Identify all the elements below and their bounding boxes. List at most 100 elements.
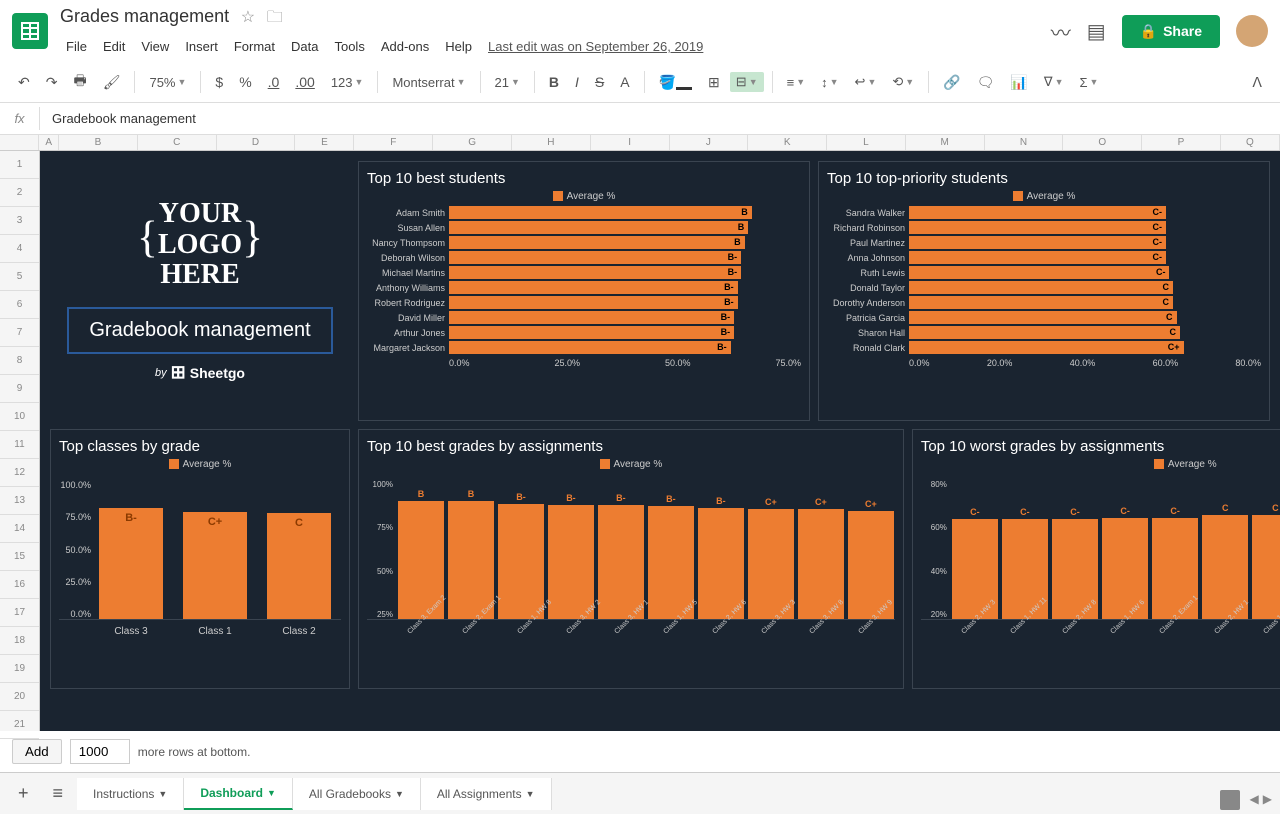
row-header[interactable]: 21 xyxy=(0,711,39,739)
col-H[interactable]: H xyxy=(512,135,591,150)
col-M[interactable]: M xyxy=(906,135,985,150)
row-header[interactable]: 1 xyxy=(0,151,39,179)
comments-icon[interactable]: ▤ xyxy=(1087,19,1106,44)
doc-title[interactable]: Grades management xyxy=(60,6,229,27)
scroll-arrows[interactable]: ◀▶ xyxy=(1250,792,1272,806)
h-align-dropdown[interactable]: ≡▼ xyxy=(781,73,812,92)
col-A[interactable]: A xyxy=(39,135,59,150)
row-header[interactable]: 4 xyxy=(0,235,39,263)
folder-icon[interactable]: 🗀 xyxy=(267,9,283,26)
col-N[interactable]: N xyxy=(985,135,1064,150)
dec-increase-btn[interactable]: .00 xyxy=(289,70,320,94)
row-header[interactable]: 20 xyxy=(0,683,39,711)
col-D[interactable]: D xyxy=(217,135,296,150)
app-header: Grades management ☆ 🗀 File Edit View Ins… xyxy=(0,0,1280,62)
collapse-toolbar-icon[interactable]: ᐱ xyxy=(1246,70,1268,95)
menu-insert[interactable]: Insert xyxy=(179,37,224,56)
sheets-logo-icon[interactable] xyxy=(12,13,48,49)
strikethrough-icon[interactable]: S xyxy=(589,70,610,94)
col-C[interactable]: C xyxy=(138,135,217,150)
font-dropdown[interactable]: Montserrat▼ xyxy=(386,73,471,92)
link-icon[interactable]: 🔗 xyxy=(937,70,966,95)
more-rows-label: more rows at bottom. xyxy=(138,745,251,759)
fill-color-icon[interactable]: 🪣 xyxy=(653,70,698,95)
menu-edit[interactable]: Edit xyxy=(97,37,131,56)
activity-icon[interactable]: 〰 xyxy=(1051,17,1071,46)
share-button[interactable]: 🔒Share xyxy=(1122,15,1220,48)
col-L[interactable]: L xyxy=(827,135,906,150)
row-header[interactable]: 10 xyxy=(0,403,39,431)
col-E[interactable]: E xyxy=(295,135,354,150)
row-header[interactable]: 6 xyxy=(0,291,39,319)
borders-icon[interactable]: ⊞ xyxy=(702,70,726,95)
currency-btn[interactable]: $ xyxy=(209,70,229,94)
row-header[interactable]: 18 xyxy=(0,627,39,655)
sheet-tab[interactable]: All Gradebooks▼ xyxy=(293,778,421,810)
last-edit-link[interactable]: Last edit was on September 26, 2019 xyxy=(482,37,709,56)
all-sheets-icon[interactable]: ≡ xyxy=(43,777,74,810)
col-K[interactable]: K xyxy=(748,135,827,150)
merge-cells-dropdown[interactable]: ⊟▼ xyxy=(730,72,764,92)
row-header[interactable]: 12 xyxy=(0,459,39,487)
row-header[interactable]: 5 xyxy=(0,263,39,291)
undo-icon[interactable]: ↶ xyxy=(12,70,36,95)
percent-btn[interactable]: % xyxy=(233,70,257,94)
add-sheet-icon[interactable]: + xyxy=(8,777,39,810)
col-F[interactable]: F xyxy=(354,135,433,150)
col-O[interactable]: O xyxy=(1063,135,1142,150)
row-header[interactable]: 15 xyxy=(0,543,39,571)
menu-data[interactable]: Data xyxy=(285,37,324,56)
text-color-icon[interactable]: A xyxy=(614,70,635,94)
row-header[interactable]: 7 xyxy=(0,319,39,347)
bold-icon[interactable]: B xyxy=(543,70,565,94)
num-format-dropdown[interactable]: 123▼ xyxy=(325,73,370,92)
row-header[interactable]: 11 xyxy=(0,431,39,459)
redo-icon[interactable]: ↷ xyxy=(40,70,64,95)
col-P[interactable]: P xyxy=(1142,135,1221,150)
menu-addons[interactable]: Add-ons xyxy=(375,37,435,56)
star-icon[interactable]: ☆ xyxy=(241,9,255,26)
row-header[interactable]: 3 xyxy=(0,207,39,235)
menu-file[interactable]: File xyxy=(60,37,93,56)
sheet-tab[interactable]: Instructions▼ xyxy=(77,778,184,810)
explore-icon[interactable] xyxy=(1220,790,1240,810)
user-avatar[interactable] xyxy=(1236,15,1268,47)
font-size-dropdown[interactable]: 21▼ xyxy=(489,73,526,92)
menu-format[interactable]: Format xyxy=(228,37,281,56)
rotate-dropdown[interactable]: ⟲▼ xyxy=(886,72,920,92)
dashboard-title[interactable]: Gradebook management xyxy=(67,307,332,354)
wrap-dropdown[interactable]: ↩▼ xyxy=(849,72,883,92)
row-header[interactable]: 14 xyxy=(0,515,39,543)
menu-tools[interactable]: Tools xyxy=(328,37,370,56)
sheet-tab[interactable]: Dashboard▼ xyxy=(184,778,293,810)
functions-dropdown[interactable]: Σ▼ xyxy=(1073,73,1104,92)
row-header[interactable]: 17 xyxy=(0,599,39,627)
v-align-dropdown[interactable]: ↕▼ xyxy=(815,73,844,92)
add-rows-input[interactable] xyxy=(70,739,130,764)
add-rows-button[interactable]: Add xyxy=(12,739,62,764)
menu-view[interactable]: View xyxy=(135,37,175,56)
sheet-tab[interactable]: All Assignments▼ xyxy=(421,778,552,810)
row-header[interactable]: 13 xyxy=(0,487,39,515)
comment-icon[interactable]: 🗨 xyxy=(971,70,1001,95)
lock-icon: 🔒 xyxy=(1140,23,1157,40)
zoom-dropdown[interactable]: 75%▼ xyxy=(143,73,192,92)
col-G[interactable]: G xyxy=(433,135,512,150)
row-header[interactable]: 9 xyxy=(0,375,39,403)
col-Q[interactable]: Q xyxy=(1221,135,1280,150)
formula-content[interactable]: Gradebook management xyxy=(40,107,208,130)
col-J[interactable]: J xyxy=(670,135,749,150)
chart-icon[interactable]: 📊 xyxy=(1004,70,1033,95)
row-header[interactable]: 8 xyxy=(0,347,39,375)
col-B[interactable]: B xyxy=(59,135,138,150)
italic-icon[interactable]: I xyxy=(569,70,585,94)
row-header[interactable]: 19 xyxy=(0,655,39,683)
paint-format-icon[interactable]: 🖌 xyxy=(97,70,127,95)
row-header[interactable]: 16 xyxy=(0,571,39,599)
filter-dropdown[interactable]: ∇▼ xyxy=(1038,72,1070,92)
row-header[interactable]: 2 xyxy=(0,179,39,207)
menu-help[interactable]: Help xyxy=(439,37,478,56)
dec-decrease-btn[interactable]: .0 xyxy=(262,70,286,94)
col-I[interactable]: I xyxy=(591,135,670,150)
print-icon[interactable]: 🖶 xyxy=(67,66,92,98)
